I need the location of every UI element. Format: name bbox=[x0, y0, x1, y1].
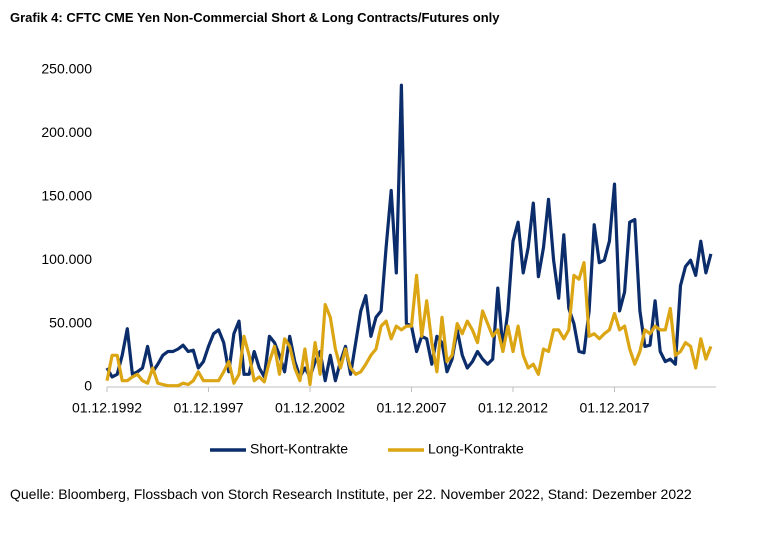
x-tick-label: 01.12.1992 bbox=[72, 400, 142, 416]
y-tick-label: 150.000 bbox=[41, 188, 92, 204]
x-tick-label: 01.12.1997 bbox=[173, 400, 243, 416]
series-line bbox=[105, 83, 713, 383]
x-tick-label: 01.12.2017 bbox=[579, 400, 649, 416]
y-tick-label: 50.000 bbox=[49, 314, 92, 330]
legend-label: Long-Kontrakte bbox=[428, 441, 524, 457]
x-tick-label: 01.12.2007 bbox=[376, 400, 446, 416]
chart: 0 50.000 100.000 150.000 200.000 250.000 01.12… bbox=[41, 61, 716, 457]
y-tick-label: 0 bbox=[84, 378, 92, 394]
x-tick-label: 01.12.2002 bbox=[275, 400, 345, 416]
x-tick-label: 01.12.2012 bbox=[478, 400, 548, 416]
chart-title: Grafik 4: CFTC CME Yen Non-Commercial Sh… bbox=[10, 10, 500, 25]
series-line bbox=[105, 261, 713, 388]
source-note: Quelle: Bloomberg, Flossbach von Storch … bbox=[10, 486, 692, 502]
y-tick-label: 100.000 bbox=[41, 251, 92, 267]
y-tick-label: 250.000 bbox=[41, 61, 92, 77]
y-tick-label: 200.000 bbox=[41, 124, 92, 140]
legend-label: Short-Kontrakte bbox=[250, 441, 348, 457]
